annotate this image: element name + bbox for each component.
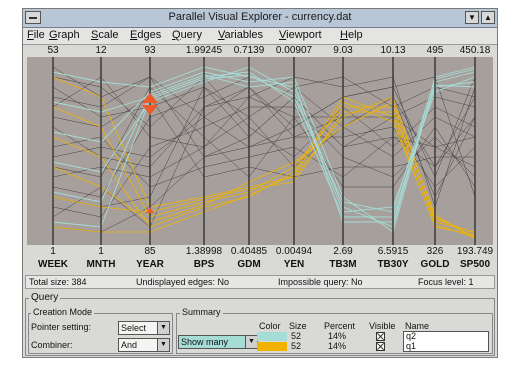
combiner-select[interactable]: And ▼ [118,338,170,352]
axis-max-tb30y: 10.13 [380,45,406,56]
undisplayed-edges-text: Undisplayed edges: No [136,277,230,287]
chevron-down-icon: ▼ [157,339,169,351]
summary-group [176,313,493,354]
axis-name-mnth[interactable]: MNTH [86,259,116,270]
menu-edges[interactable]: Edges [130,29,162,41]
axis-max-year: 93 [144,45,156,56]
query-visible-checkbox-q2[interactable] [376,332,385,341]
axis-min-gold: 326 [426,246,444,257]
pointer-setting-label: Pointer setting: [31,322,92,332]
impossible-query-text: Impossible query: No [278,277,363,287]
axis-min-week: 1 [50,246,56,257]
col-header-color: Color [259,321,281,331]
menu-graph[interactable]: Graph [49,29,80,41]
parallel-coordinates-plot[interactable] [27,57,493,245]
axis-max-mnth: 12 [95,45,107,56]
window-title: Parallel Visual Explorer - currency.dat [168,11,352,23]
axis-min-year: 85 [144,246,156,257]
creation-mode-legend: Creation Mode [31,307,95,317]
menu-bar: File Graph Scale Edges Query Variables V… [23,28,497,45]
axis-min-yen: 0.00494 [275,246,313,257]
creation-mode-group [28,313,173,354]
pointer-setting-select[interactable]: Select ▼ [118,321,170,335]
status-bar: Total size: 384 Undisplayed edges: No Im… [25,275,495,289]
query-size-q1: 52 [291,341,302,351]
menu-variables[interactable]: Variables [218,29,264,41]
menu-file[interactable]: File [27,29,45,41]
query-percent-q1: 14% [328,341,347,351]
query-visible-checkbox-q1[interactable] [376,342,385,351]
app-window: Parallel Visual Explorer - currency.dat … [22,8,498,358]
menu-viewport[interactable]: Viewport [279,29,322,41]
col-header-percent: Percent [324,321,356,331]
query-color-swatch-q2[interactable] [257,332,287,341]
query-panel [25,298,495,356]
show-mode-select[interactable]: Show many ▼ [178,335,258,349]
focus-level-text: Focus level: 1 [418,277,474,287]
summary-legend: Summary [180,307,223,317]
combiner-value: And [121,340,138,350]
pointer-setting-value: Select [121,323,147,333]
col-header-visible: Visible [369,321,396,331]
axis-max-yen: 0.00907 [275,45,313,56]
menu-query[interactable]: Query [172,29,202,41]
query-color-swatch-q1[interactable] [257,342,287,351]
menu-scale[interactable]: Scale [91,29,119,41]
show-mode-value: Show many [181,337,229,347]
maximize-button[interactable]: ▲ [481,11,495,24]
axis-max-week: 53 [47,45,59,56]
total-size-text: Total size: 384 [29,277,87,287]
system-menu-icon[interactable] [25,11,41,24]
axis-max-gdm: 0.7139 [233,45,265,56]
plot-canvas [52,57,476,245]
axis-name-bps[interactable]: BPS [193,259,215,270]
axis-min-tb30y: 6.5915 [377,246,409,257]
axis-name-tb3m[interactable]: TB3M [329,259,357,270]
query-percent-q2: 14% [328,331,347,341]
axis-min-mnth: 1 [98,246,104,257]
chevron-down-icon: ▼ [157,322,169,334]
col-header-name: Name [405,321,430,331]
query-name-q2[interactable]: q2 [406,331,417,341]
combiner-label: Combiner: [31,340,73,350]
axis-max-bps: 1.99245 [185,45,223,56]
axis-max-tb3m: 9.03 [333,45,353,56]
axis-name-week[interactable]: WEEK [38,259,68,270]
minimize-button[interactable]: ▼ [465,11,479,24]
query-name-list[interactable] [403,331,489,352]
axis-min-gdm: 0.40485 [230,246,268,257]
menu-help[interactable]: Help [340,29,363,41]
query-legend: Query [29,292,61,303]
axis-name-tb30y[interactable]: TB30Y [377,259,409,270]
col-header-size: Size [289,321,307,331]
chevron-down-icon: ▼ [245,336,257,348]
axis-min-tb3m: 2.69 [333,246,353,257]
axis-min-bps: 1.38998 [185,246,223,257]
axis-min-sp500: 193.749 [456,246,494,257]
axis-name-gold[interactable]: GOLD [420,259,450,270]
axis-name-year[interactable]: YEAR [136,259,164,270]
axis-max-gold: 495 [426,45,444,56]
axis-name-yen[interactable]: YEN [283,259,305,270]
axis-max-sp500: 450.18 [459,45,491,56]
axis-name-gdm[interactable]: GDM [237,259,261,270]
title-bar: Parallel Visual Explorer - currency.dat … [23,9,497,28]
query-name-q1[interactable]: q1 [406,341,417,351]
axis-name-sp500[interactable]: SP500 [459,259,491,270]
query-size-q2: 52 [291,331,302,341]
